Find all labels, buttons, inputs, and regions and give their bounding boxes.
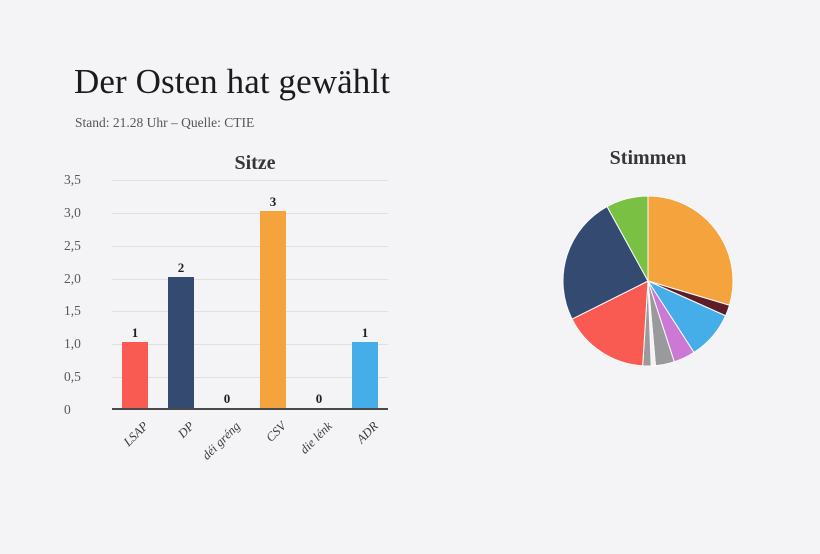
gridline [112, 212, 388, 214]
gridline [112, 377, 388, 379]
pie-slice-lsap [571, 280, 649, 367]
bar-value-label: 0 [315, 391, 323, 406]
x-axis-line [112, 408, 388, 410]
bar-csv [260, 210, 286, 408]
pie-slice-déi-gréng [606, 195, 649, 282]
y-axis-tick-label: 0 [64, 402, 71, 417]
bar-dp [168, 276, 194, 408]
y-axis-tick-label: 2,5 [64, 237, 81, 253]
bar-value-label: 3 [269, 193, 277, 209]
bar-value-label: 2 [177, 259, 185, 275]
bar-chart-title: Sitze [234, 152, 276, 174]
y-axis-tick-label: 3,5 [64, 172, 81, 187]
gridline [112, 180, 388, 181]
y-axis-tick-label: 1,5 [64, 303, 81, 319]
gridline [112, 245, 388, 247]
y-axis-tick-label: 3,0 [64, 204, 81, 220]
gridline [112, 344, 388, 346]
bar-value-label: 0 [223, 391, 231, 406]
y-axis-tick-label: 2,0 [64, 270, 81, 286]
gridline [112, 311, 388, 313]
bar-value-label: 1 [131, 325, 139, 341]
gridline [112, 410, 388, 411]
y-axis-tick-label: 1,0 [64, 336, 81, 352]
y-axis-tick-label: 0,5 [64, 369, 81, 385]
bar-plot-area: 0 0,5 1,0 1,5 2,0 2,5 3,0 3,5 1 LSAP 2 DP 0 déi gréng… [64, 172, 388, 463]
page-title: Der Osten hat gewählt [74, 62, 391, 101]
seats-bar-chart: 0 0,5 1,0 1,5 2,0 2,5 3,0 3,5 1 LSAP 2 DP 0 déi gréng… [64, 170, 392, 463]
pie-chart-title: Stimmen [609, 147, 687, 169]
bar-value-label: 1 [361, 325, 369, 341]
pie-slice-csv [647, 195, 734, 306]
page-subtitle: Stand: 21.28 Uhr – Quelle: CTIE [75, 115, 255, 130]
pie-svg [562, 195, 734, 367]
pie-slice-dp [562, 205, 649, 320]
bar-lsap [122, 342, 148, 408]
bar-adr [352, 342, 378, 408]
gridline [112, 278, 388, 280]
votes-pie-chart [562, 195, 734, 367]
